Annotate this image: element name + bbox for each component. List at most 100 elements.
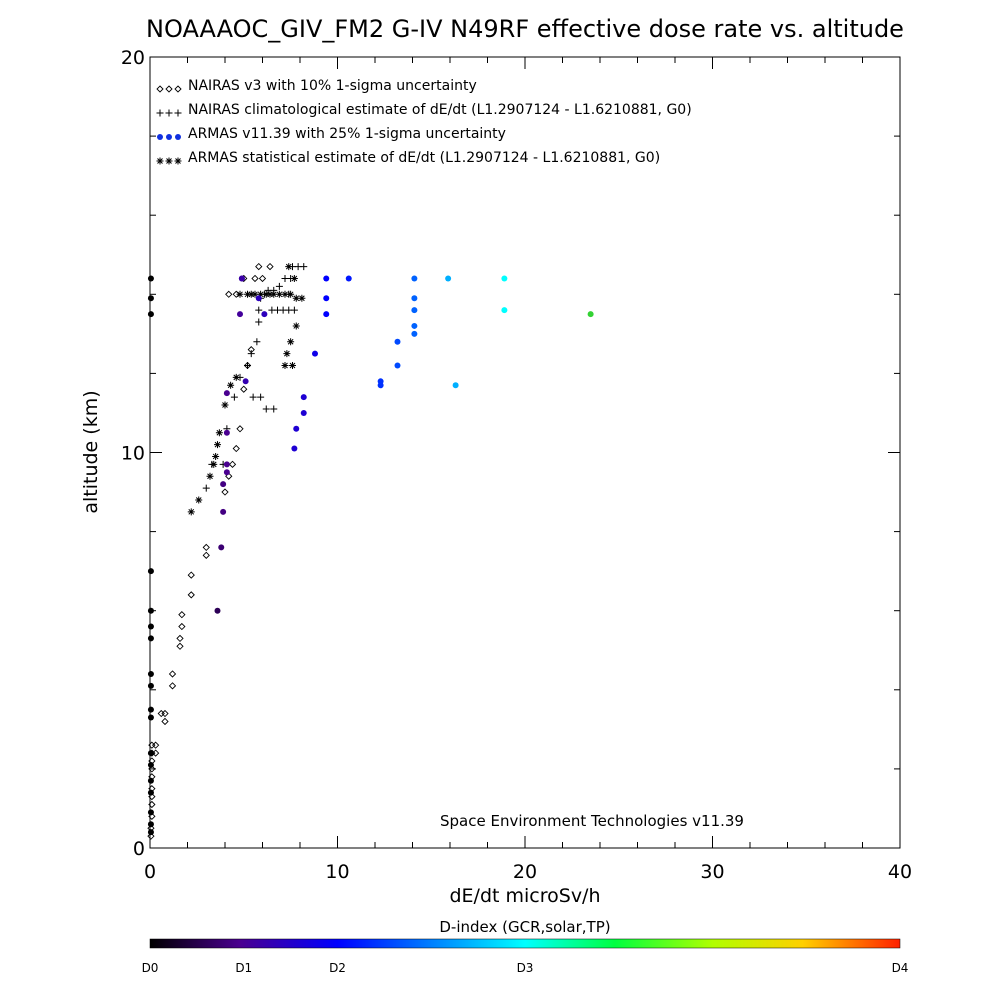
dot-point [147, 809, 154, 816]
x-tick-label: 30 [700, 861, 724, 883]
x-tick-label: 20 [513, 861, 537, 883]
dot-point [237, 311, 243, 318]
asterisk-point [210, 460, 218, 468]
legend-marker [165, 109, 173, 117]
diamond-point [151, 741, 160, 749]
diamond-point [232, 290, 240, 298]
legend-marker [165, 85, 173, 93]
asterisk-point [285, 263, 293, 271]
axes: 0 10 20 30 40 0 10 20 [121, 47, 912, 883]
dot-point [445, 275, 452, 282]
legend-marker [174, 157, 182, 165]
asterisk-point [206, 472, 214, 480]
plot-frame [149, 56, 901, 849]
dot-point [300, 394, 307, 401]
diamond-point [161, 717, 169, 726]
asterisk-point [247, 290, 255, 298]
x-tick-label: 10 [325, 861, 349, 883]
y-axis-label: altitude (km) [80, 390, 102, 513]
legend-marker [157, 134, 163, 140]
y-tick-label: 0 [133, 838, 145, 860]
dot-point [220, 508, 227, 515]
dot-point [147, 670, 154, 677]
legend-label: ARMAS statistical estimate of dE/dt (L1.… [188, 150, 660, 166]
plus-point [230, 393, 238, 401]
dot-point [291, 445, 298, 452]
plus-point [247, 350, 255, 358]
diamond-point [236, 425, 244, 433]
plus-point [255, 306, 263, 314]
diamond-point [228, 460, 237, 469]
diamond-point [232, 444, 240, 453]
plus-point [244, 361, 251, 369]
diamond-point [225, 290, 233, 298]
diamond-point [251, 274, 259, 283]
dot-point [223, 461, 230, 468]
asterisk-point [244, 290, 251, 298]
dot-point [261, 311, 268, 318]
asterisk-point [236, 290, 244, 298]
dot-point [255, 295, 262, 302]
diamond-point [148, 765, 156, 773]
diamond-point [168, 682, 177, 690]
diamond-point [157, 709, 165, 718]
asterisk-point [221, 401, 229, 409]
diamond-point [178, 622, 186, 631]
dot-point [147, 295, 154, 302]
diamond-point [176, 634, 184, 643]
dot-point [323, 311, 330, 318]
dot-point [147, 275, 154, 282]
diamond-point [176, 642, 184, 650]
y-tick-label: 10 [121, 443, 145, 465]
diamond-point [255, 262, 263, 271]
colorbar-title: D-index (GCR,solar,TP) [439, 918, 610, 936]
plus-point [290, 306, 298, 314]
dot-point [147, 311, 154, 318]
x-axis-label: dE/dt microSv/h [449, 885, 600, 907]
dot-point [147, 607, 154, 614]
x-tick-label: 40 [888, 861, 912, 883]
dot-point [394, 338, 401, 345]
legend-label: NAIRAS climatological estimate of dE/dt … [188, 102, 692, 118]
plus-point [270, 405, 278, 413]
plus-point [255, 318, 263, 326]
asterisk-point [281, 290, 289, 298]
diamond-point [202, 543, 210, 552]
plus-point [202, 484, 210, 492]
plus-point [262, 405, 270, 413]
dot-point [218, 544, 225, 551]
dot-point [220, 481, 227, 488]
asterisk-point [298, 294, 306, 302]
plus-point [249, 393, 257, 401]
dot-point [394, 362, 401, 369]
diamond-point [187, 571, 195, 579]
dot-point [147, 789, 154, 796]
dot-point [238, 275, 245, 282]
asterisk-point [257, 290, 265, 298]
annotation-text: Space Environment Technologies v11.39 [440, 812, 744, 830]
dot-point [411, 330, 418, 337]
dot-point [293, 425, 300, 432]
diamond-point [178, 611, 186, 619]
dot-point [312, 350, 318, 357]
dot-point [300, 409, 307, 416]
dot-point [147, 777, 154, 784]
colorbar-tick-label: D0 [142, 961, 159, 975]
diamond-point [258, 274, 267, 283]
asterisk-point [292, 322, 300, 330]
dot-point [501, 307, 508, 314]
diamond-point [161, 709, 169, 718]
dot-point [411, 322, 418, 329]
colorbar-tick-label: D3 [517, 961, 534, 975]
dot-point [147, 714, 154, 721]
dot-point [411, 295, 418, 302]
diamond-point [240, 385, 248, 393]
dot-point [147, 682, 154, 689]
dot-point [223, 429, 230, 436]
plus-point [300, 263, 308, 271]
dot-point [377, 378, 384, 385]
dot-point [147, 623, 154, 630]
plus-point [281, 274, 289, 282]
asterisk-point [290, 274, 298, 282]
